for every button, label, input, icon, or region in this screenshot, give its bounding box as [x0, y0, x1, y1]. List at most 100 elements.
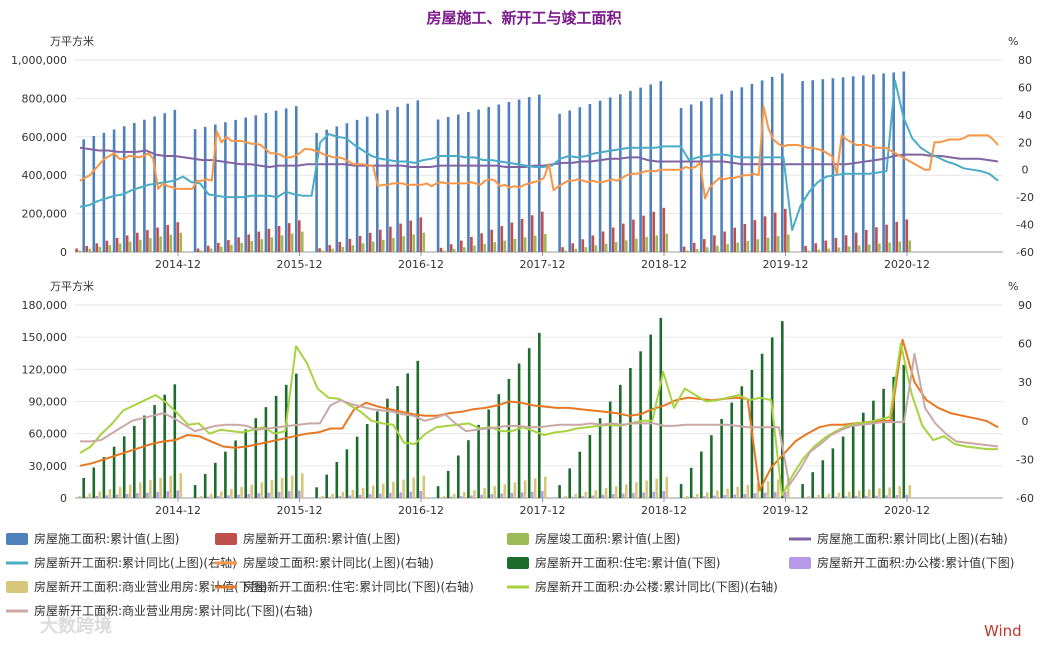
bar	[179, 232, 183, 252]
bar	[801, 81, 804, 252]
bar	[240, 486, 243, 498]
bar	[720, 418, 723, 498]
y-left-tick-label: 200,000	[22, 208, 68, 221]
bar	[608, 401, 612, 498]
bar	[571, 496, 574, 498]
bar	[601, 231, 605, 252]
legend-label: 房屋新开工面积:累计同比(上图)(右轴)	[34, 555, 237, 570]
legend-label: 房屋施工面积:累计同比(上图)(右轴)	[817, 531, 1008, 546]
bar	[335, 126, 339, 252]
bar	[382, 483, 385, 498]
bar	[406, 103, 409, 252]
y-left-tick-label: 90,000	[29, 396, 68, 409]
bar	[392, 481, 395, 498]
series-line	[79, 146, 999, 168]
bar	[237, 237, 240, 252]
bar	[449, 244, 453, 252]
bar	[166, 224, 169, 252]
bar	[520, 218, 524, 252]
bar	[878, 488, 881, 498]
bar	[128, 241, 132, 252]
bar	[824, 240, 828, 252]
y-left-tick-label: 0	[60, 492, 67, 505]
bar	[523, 237, 527, 252]
bar	[614, 242, 618, 252]
bar	[642, 215, 645, 252]
y-left-tick-label: 60,000	[29, 428, 68, 441]
bar	[908, 485, 912, 498]
x-tick-label: 2020-12	[884, 258, 930, 271]
bar	[122, 436, 126, 498]
bar	[527, 348, 531, 498]
bar	[885, 224, 888, 252]
bar	[409, 220, 412, 252]
bar	[564, 495, 567, 498]
bar	[639, 351, 642, 498]
bar	[436, 486, 440, 498]
bar	[811, 80, 814, 252]
bar	[487, 409, 490, 498]
bar	[365, 424, 369, 498]
y-right-tick-label: 30	[1018, 376, 1032, 389]
bar	[578, 451, 582, 498]
bar	[882, 73, 885, 253]
bar	[345, 449, 349, 498]
bar	[598, 100, 602, 252]
bar	[750, 83, 754, 252]
bar	[75, 248, 78, 252]
legend-label: 房屋竣工面积:累计同比(上图)(右轴)	[243, 555, 434, 570]
bar	[736, 486, 739, 498]
bar	[82, 477, 85, 498]
y-left-tick-label: 180,000	[22, 299, 68, 312]
bar	[588, 435, 592, 498]
bar	[706, 247, 709, 252]
bar	[270, 237, 274, 252]
bar	[857, 490, 861, 498]
bar	[358, 494, 362, 498]
bar	[611, 494, 615, 498]
bar	[159, 477, 162, 498]
bar	[128, 484, 132, 498]
bar	[500, 226, 504, 252]
bar	[331, 248, 334, 252]
legend-swatch	[6, 581, 28, 593]
bar	[477, 109, 480, 252]
bar	[689, 104, 693, 252]
bar	[746, 240, 750, 252]
bar	[446, 117, 450, 252]
bar	[824, 496, 828, 498]
bar	[392, 238, 395, 252]
bar	[530, 491, 534, 498]
bar	[520, 492, 524, 498]
bar	[564, 250, 567, 252]
bar	[480, 233, 483, 252]
bar	[460, 240, 463, 252]
bar	[662, 491, 666, 498]
bar	[710, 97, 713, 252]
bar	[452, 248, 456, 252]
y-left-tick-label: 400,000	[22, 169, 68, 182]
bar	[619, 384, 622, 498]
bar	[682, 246, 686, 252]
legend-swatch	[6, 533, 28, 545]
y-right-tick-label: 60	[1018, 81, 1032, 94]
bar	[280, 235, 284, 252]
top-panel: 0 200,000 400,000 600,000 800,000 1,000,000 -6…	[11, 34, 1034, 271]
bar	[230, 489, 233, 498]
bar	[558, 485, 561, 498]
bar	[224, 122, 227, 252]
x-tick-label: 2016-12	[398, 504, 444, 517]
bar	[726, 488, 729, 498]
bar	[250, 241, 253, 252]
bar	[898, 486, 901, 498]
legend-label: 房屋新开工面积:办公楼:累计值(下图)	[817, 555, 1014, 570]
bar	[473, 490, 476, 498]
bar	[230, 244, 233, 252]
bar	[507, 102, 511, 252]
bar	[214, 462, 217, 498]
bar	[419, 217, 423, 252]
bar	[301, 473, 304, 498]
bar	[723, 495, 726, 498]
bar	[510, 222, 514, 252]
bar	[622, 223, 625, 252]
